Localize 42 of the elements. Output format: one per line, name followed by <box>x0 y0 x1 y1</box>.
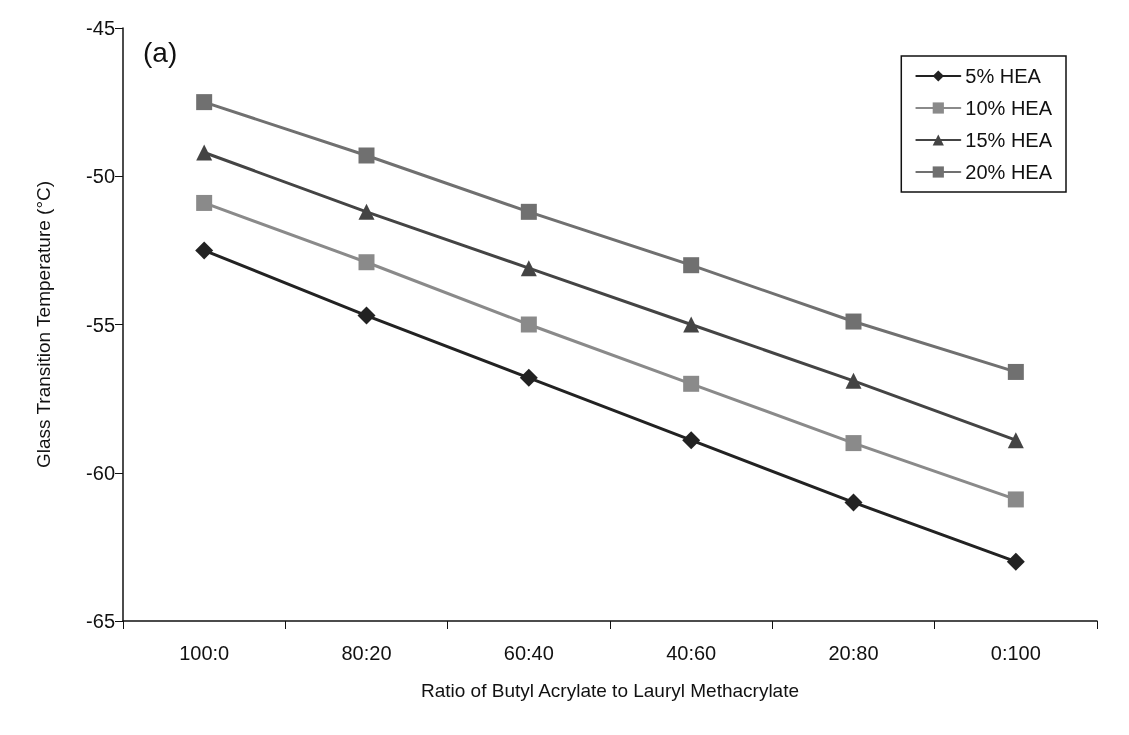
point <box>683 316 700 333</box>
y-tick-label: -55 <box>86 313 115 336</box>
point <box>520 203 537 220</box>
y-tick-label: -65 <box>86 610 115 632</box>
x-tick-label: 100:0 <box>179 642 230 664</box>
point <box>845 435 862 452</box>
point <box>358 254 375 271</box>
point <box>357 306 376 325</box>
x-tick-label: 60:40 <box>503 642 554 664</box>
x-tick-label: 40:60 <box>666 642 717 664</box>
y-tick-label: -50 <box>86 165 115 188</box>
point <box>196 144 213 161</box>
legend-label: 10% HEA <box>965 97 1053 119</box>
y-tick-label: -60 <box>86 461 115 484</box>
point <box>358 203 375 220</box>
x-tick-label: 0:100 <box>990 642 1041 664</box>
x-axis-title: Ratio of Butyl Acrylate to Lauryl Methacrylate <box>420 680 800 701</box>
point <box>845 313 862 330</box>
y-tick-label: -45 <box>86 17 115 39</box>
legend-label: 15% HEA <box>965 129 1053 151</box>
point <box>1007 432 1024 449</box>
point <box>683 375 700 392</box>
point <box>683 257 700 274</box>
point <box>196 194 213 211</box>
x-tick-label: 20:80 <box>828 642 879 664</box>
point <box>1007 491 1024 508</box>
point <box>520 316 537 333</box>
x-tick-label: 80:20 <box>341 642 392 664</box>
point <box>520 260 537 277</box>
point <box>195 241 214 260</box>
y-axis-title: Glass Transition Temperature (°C) <box>33 180 54 469</box>
point <box>358 147 375 164</box>
point <box>844 493 863 512</box>
point <box>1007 363 1024 380</box>
point <box>682 431 701 450</box>
point <box>519 368 538 387</box>
annotation: (a) <box>143 36 178 68</box>
legend-label: 5% HEA <box>965 65 1042 87</box>
legend-label: 20% HEA <box>965 161 1053 183</box>
point <box>1006 552 1025 571</box>
point <box>845 372 862 389</box>
point <box>196 94 213 111</box>
